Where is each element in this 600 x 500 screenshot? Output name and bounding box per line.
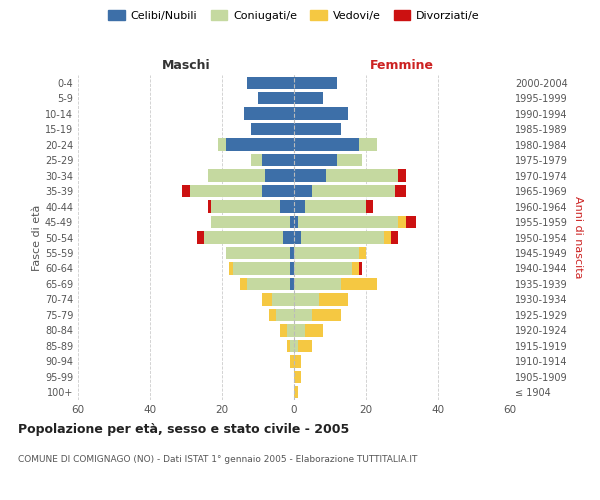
Bar — [204, 232, 283, 243]
Bar — [305, 200, 366, 212]
Bar — [294, 92, 323, 104]
Bar — [280, 200, 294, 212]
Bar — [305, 324, 323, 336]
Bar — [290, 262, 294, 274]
Bar — [233, 262, 290, 274]
Bar — [283, 232, 294, 243]
Bar — [352, 262, 359, 274]
Bar — [359, 262, 362, 274]
Bar — [294, 340, 298, 352]
Bar — [294, 138, 359, 151]
Bar — [290, 340, 294, 352]
Bar — [298, 216, 398, 228]
Bar — [294, 308, 312, 321]
Bar — [384, 232, 391, 243]
Bar — [326, 170, 398, 182]
Bar — [391, 232, 398, 243]
Bar — [290, 355, 294, 368]
Legend: Celibi/Nubili, Coniugati/e, Vedovi/e, Divorziati/e: Celibi/Nubili, Coniugati/e, Vedovi/e, Di… — [104, 6, 484, 25]
Text: COMUNE DI COMIGNAGO (NO) - Dati ISTAT 1° gennaio 2005 - Elaborazione TUTTITALIA.: COMUNE DI COMIGNAGO (NO) - Dati ISTAT 1°… — [18, 455, 418, 464]
Bar — [294, 216, 298, 228]
Bar — [294, 170, 326, 182]
Bar — [269, 308, 276, 321]
Bar — [294, 262, 352, 274]
Bar — [312, 308, 341, 321]
Bar — [244, 108, 294, 120]
Bar — [229, 262, 233, 274]
Bar — [312, 185, 395, 198]
Bar — [287, 340, 290, 352]
Bar — [294, 293, 319, 306]
Bar — [251, 154, 262, 166]
Bar — [251, 123, 294, 136]
Bar — [366, 200, 373, 212]
Text: Femmine: Femmine — [370, 60, 434, 72]
Y-axis label: Anni di nascita: Anni di nascita — [573, 196, 583, 279]
Bar — [294, 185, 312, 198]
Bar — [211, 216, 290, 228]
Bar — [319, 293, 348, 306]
Bar — [294, 386, 298, 398]
Bar — [290, 216, 294, 228]
Bar — [359, 138, 377, 151]
Bar — [240, 278, 247, 290]
Bar — [395, 185, 406, 198]
Bar — [208, 200, 211, 212]
Bar — [258, 92, 294, 104]
Bar — [290, 247, 294, 259]
Bar — [262, 293, 272, 306]
Bar — [211, 200, 280, 212]
Bar — [280, 324, 287, 336]
Bar — [197, 232, 204, 243]
Bar — [294, 232, 301, 243]
Bar — [298, 340, 312, 352]
Bar — [247, 76, 294, 89]
Bar — [294, 247, 359, 259]
Bar — [190, 185, 262, 198]
Bar — [341, 278, 377, 290]
Bar — [262, 154, 294, 166]
Bar — [406, 216, 416, 228]
Bar — [276, 308, 294, 321]
Bar — [294, 123, 341, 136]
Bar — [294, 355, 301, 368]
Bar — [359, 247, 366, 259]
Bar — [294, 154, 337, 166]
Bar — [226, 247, 290, 259]
Bar — [182, 185, 190, 198]
Bar — [294, 278, 341, 290]
Bar — [218, 138, 226, 151]
Bar — [398, 170, 406, 182]
Bar — [301, 232, 384, 243]
Bar — [294, 76, 337, 89]
Bar — [294, 200, 305, 212]
Bar — [262, 185, 294, 198]
Bar — [287, 324, 294, 336]
Bar — [226, 138, 294, 151]
Y-axis label: Fasce di età: Fasce di età — [32, 204, 42, 270]
Bar — [265, 170, 294, 182]
Bar — [398, 216, 406, 228]
Bar — [294, 324, 305, 336]
Bar — [294, 108, 348, 120]
Bar — [290, 278, 294, 290]
Text: Maschi: Maschi — [161, 60, 211, 72]
Bar — [294, 370, 301, 383]
Bar — [247, 278, 290, 290]
Bar — [272, 293, 294, 306]
Text: Popolazione per età, sesso e stato civile - 2005: Popolazione per età, sesso e stato civil… — [18, 422, 349, 436]
Bar — [208, 170, 265, 182]
Bar — [337, 154, 362, 166]
